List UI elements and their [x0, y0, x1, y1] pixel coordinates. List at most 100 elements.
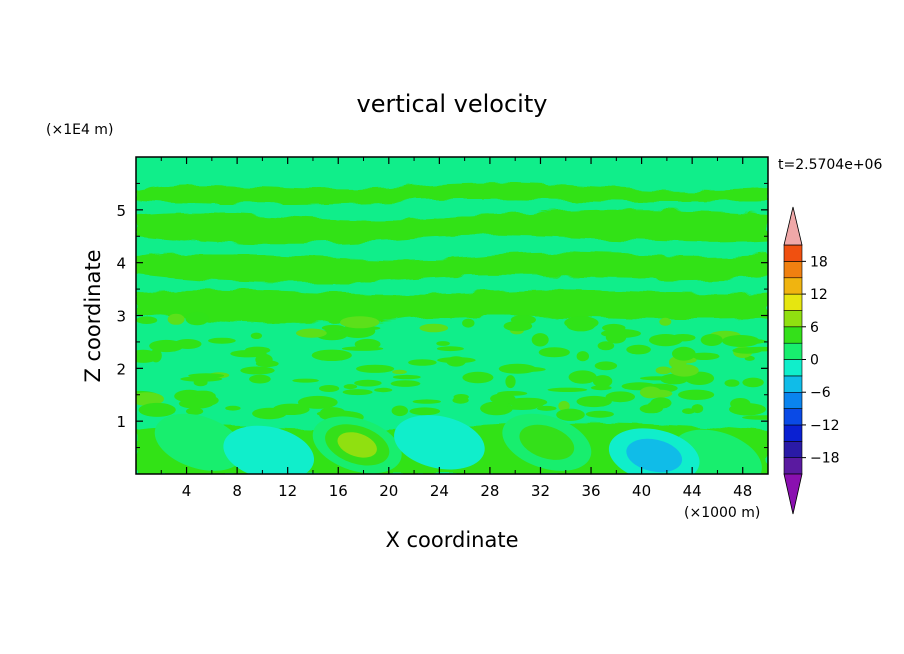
contour-patch: [498, 363, 537, 374]
y-tick-label: 3: [116, 308, 126, 326]
colorbar-swatch: [783, 342, 803, 360]
colorbar-swatch: [783, 244, 803, 262]
contour-patch: [408, 359, 437, 366]
contour-patch: [742, 415, 768, 420]
contour-patch: [585, 410, 614, 418]
contour-patch: [340, 316, 380, 329]
colorbar-swatch: [783, 359, 803, 377]
colorbar-swatch: [783, 326, 803, 344]
x-axis: 4 8 12 16 20 24 28 32 36 40 44 48: [160, 157, 752, 500]
chart-title: vertical velocity: [357, 90, 548, 118]
colorbar-tick-label: −12: [810, 418, 840, 434]
contour-patch: [464, 376, 482, 382]
colorbar-tick-label: 12: [810, 287, 828, 303]
contour-patch: [462, 318, 475, 328]
contour-patch: [436, 346, 464, 352]
contour-patch: [192, 390, 214, 396]
y-axis: 1 2 3 4 5: [116, 182, 768, 449]
contour-patch: [531, 333, 549, 347]
contour-patch: [688, 352, 720, 360]
x-tick-label: 36: [581, 482, 600, 500]
contour-patch: [180, 376, 223, 382]
contour-patch: [576, 351, 589, 362]
contour-patch: [568, 370, 597, 384]
contour-patch: [390, 380, 421, 387]
contour-band: [136, 289, 768, 323]
contour-cell-updraft: [519, 424, 575, 460]
x-tick-label: 40: [632, 482, 651, 500]
x-tick-label: 28: [480, 482, 499, 500]
contour-patch: [691, 404, 704, 414]
contour-patch: [741, 346, 768, 352]
contour-patch: [342, 389, 373, 396]
colorbar-under-arrow: [783, 473, 803, 515]
contour-cell-updraft: [154, 413, 244, 471]
contour-patch: [167, 313, 185, 325]
colorbar-tick-label: 18: [810, 254, 828, 270]
colorbar-swatch: [783, 391, 803, 409]
contour-patch: [354, 338, 381, 350]
contour-patch: [208, 337, 236, 344]
colorbar: 18 12 6 0 −6 −12 −18: [783, 206, 840, 515]
contour-patch: [296, 328, 327, 338]
y-tick-label: 4: [116, 255, 126, 273]
contour-patch: [321, 324, 345, 331]
contour-patch: [678, 389, 715, 400]
contour-patch: [526, 400, 544, 408]
colorbar-tick-label: −6: [810, 385, 831, 401]
contour-patch: [437, 357, 476, 364]
contour-patch: [592, 375, 613, 388]
contour-patch: [255, 353, 273, 366]
contour-patch: [558, 400, 570, 412]
contour-cell-downdraft: [626, 438, 683, 473]
x-tick-label: 12: [278, 482, 297, 500]
x-tick-label: 24: [430, 482, 449, 500]
contour-patch: [538, 347, 570, 358]
contour-patch: [700, 334, 723, 346]
contour-patch: [150, 348, 162, 363]
contour-patch: [392, 374, 421, 380]
contour-patch: [436, 341, 450, 346]
contour-patch: [452, 396, 469, 404]
contour-patch: [173, 339, 202, 349]
contour-patch: [644, 389, 673, 398]
colorbar-swatch: [783, 408, 803, 426]
y-tick-label: 1: [116, 413, 126, 431]
contour-patch: [647, 401, 665, 410]
contour-cell-downdraft: [394, 415, 485, 470]
contour-patch: [639, 376, 676, 381]
x-axis-label: X coordinate: [385, 528, 518, 552]
contour-patch: [136, 316, 158, 325]
y-tick-label: 5: [116, 202, 126, 220]
contour-patch: [252, 407, 287, 420]
contour-patch: [374, 387, 393, 393]
contour-patch: [343, 384, 358, 390]
contour-patch: [250, 332, 263, 339]
x-tick-label: 32: [531, 482, 550, 500]
contour-patch: [240, 366, 275, 375]
contour-patch: [419, 323, 449, 333]
contour-patch: [626, 344, 651, 355]
contour-patch: [185, 311, 209, 326]
contour-patch: [649, 334, 683, 347]
y-unit-label: (×1E4 m): [46, 122, 113, 138]
colorbar-swatch: [783, 457, 803, 475]
colorbar-swatch: [783, 277, 803, 295]
contour-patch: [566, 319, 596, 332]
contour-patch: [724, 379, 740, 387]
contour-patch: [547, 387, 588, 392]
contour-patch: [244, 346, 271, 354]
y-tick-label: 2: [116, 360, 126, 378]
contour-patch: [730, 398, 751, 410]
colorbar-over-arrow: [783, 206, 803, 246]
contour-band: [136, 209, 768, 244]
contour-patch: [191, 394, 219, 406]
contour-patch: [505, 375, 516, 389]
x-tick-label: 48: [733, 482, 752, 500]
colorbar-tick-label: 6: [810, 320, 819, 336]
contour-patch: [480, 401, 513, 416]
x-tick-label: 4: [182, 482, 192, 500]
contour-patch: [597, 341, 615, 351]
contour-patch: [292, 378, 319, 383]
contour-patch: [742, 377, 764, 388]
